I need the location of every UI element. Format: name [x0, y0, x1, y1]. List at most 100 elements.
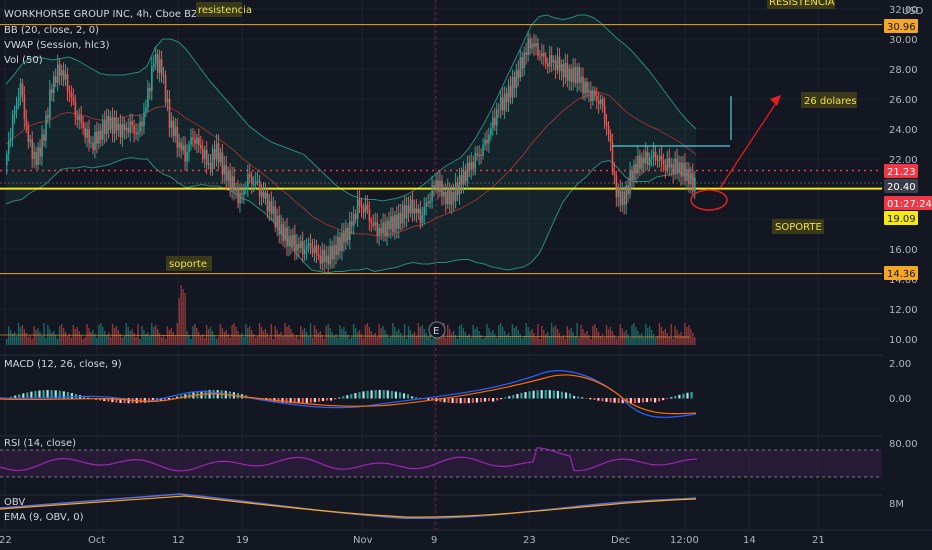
time-axis[interactable]: 22 Oct 12 19 Nov 9 23 Dec 12:00 14 21 — [0, 529, 932, 550]
candle-body — [615, 175, 618, 198]
candle-body — [327, 255, 330, 265]
candle-body — [421, 215, 424, 223]
volume-bar — [341, 329, 343, 345]
volume-bar — [511, 324, 514, 345]
macd-tick-label: 0.00 — [889, 394, 911, 405]
macd-hist-bar — [682, 393, 685, 399]
candle-body — [47, 115, 49, 119]
volume-bar — [637, 331, 639, 345]
volume-bar — [245, 324, 247, 345]
candle-body — [141, 121, 143, 127]
macd-hist-bar — [649, 398, 653, 402]
drawings[interactable] — [612, 95, 781, 211]
volume-bar — [82, 339, 84, 345]
candle-body — [507, 85, 510, 103]
candle-body — [619, 187, 622, 206]
legend-ema[interactable]: EMA (9, OBV, 0) — [4, 512, 84, 523]
macd-hist-bar — [419, 397, 422, 399]
volume-bar — [217, 337, 220, 345]
candle-body — [550, 55, 553, 63]
volume-bar — [262, 331, 265, 345]
legend-vwap[interactable]: VWAP (Session, hlc3) — [4, 40, 110, 51]
volume-bar — [364, 325, 367, 345]
volume-bar — [111, 324, 114, 345]
candle-body — [335, 244, 337, 256]
macd-pane — [0, 370, 697, 418]
price-axis[interactable]: 10.0012.0014.0016.0018.0020.0022.0024.00… — [882, 0, 932, 530]
volume-bar — [194, 324, 196, 345]
candle-body — [409, 199, 412, 214]
volume-bar — [537, 324, 539, 345]
legend-vol[interactable]: Vol (50) — [4, 55, 43, 66]
volume-bar — [466, 336, 469, 345]
volume-bar — [654, 338, 657, 345]
macd-hist-bar — [613, 398, 616, 403]
volume-bar — [211, 331, 214, 345]
annotation-target[interactable]: 26 dolares — [804, 96, 857, 107]
candle-body — [49, 89, 51, 119]
volume-bar — [213, 335, 216, 345]
volume-bar — [60, 324, 63, 345]
candle-body — [609, 133, 612, 143]
volume-bar — [533, 333, 535, 345]
candle-body — [205, 149, 208, 165]
macd-hist-bar — [516, 393, 519, 399]
candle-body — [39, 147, 41, 157]
candle-body — [470, 162, 473, 170]
volume-bar — [64, 332, 67, 345]
horizontal-levels[interactable] — [0, 24, 882, 275]
volume-bar — [231, 325, 233, 345]
volume-bar — [11, 334, 14, 345]
candle-body — [407, 205, 410, 214]
earnings-marker[interactable] — [428, 321, 446, 339]
legend-macd[interactable]: MACD (12, 26, close, 9) — [4, 359, 122, 370]
volume-bar — [268, 337, 271, 345]
candle-body — [635, 164, 637, 174]
candle-body — [119, 123, 122, 138]
candle-body — [235, 188, 237, 191]
volume-bar — [386, 334, 388, 345]
annotation-soporte-left[interactable]: soporte — [169, 259, 207, 270]
volume-bar — [464, 332, 467, 345]
macd-hist-bar — [536, 390, 539, 399]
volume-bar — [456, 339, 459, 345]
volume-bar — [327, 324, 329, 345]
macd-hist-bar — [556, 390, 559, 399]
annotation-resistencia-left[interactable]: resistencia — [198, 5, 252, 16]
candle-body — [184, 145, 186, 162]
candle-body — [597, 100, 600, 105]
macd-hist-bar — [524, 392, 527, 399]
legend-obv[interactable]: OBV — [4, 497, 25, 508]
volume-bar — [84, 337, 86, 345]
price-tick-label: 14.00 — [889, 275, 918, 286]
volume-bar — [525, 323, 527, 345]
volume-bar — [599, 336, 602, 345]
candle-body — [194, 139, 196, 144]
candle-body — [325, 255, 328, 263]
volume-bar — [392, 323, 394, 345]
candle-body — [590, 90, 592, 101]
candle-body — [521, 57, 524, 69]
legend-bb[interactable]: BB (20, close, 2, 0) — [4, 25, 99, 36]
volume-bar — [580, 325, 582, 345]
candle-body — [605, 122, 608, 126]
volume-bar — [672, 339, 674, 345]
volume-bar — [470, 338, 472, 345]
candle-body — [362, 207, 365, 213]
volume-bar — [13, 332, 16, 345]
volume-bar — [241, 333, 243, 345]
annotation-resistencia-right[interactable]: RESISTENCIA — [769, 0, 835, 8]
price-tag-label: 30.96 — [887, 22, 916, 33]
candle-body — [145, 107, 147, 113]
candles — [6, 30, 696, 273]
candle-body — [245, 189, 247, 191]
annotation-soporte-right[interactable]: SOPORTE — [775, 222, 822, 233]
price-tag-bg — [884, 196, 932, 210]
macd-hist-bar — [508, 396, 511, 399]
macd-hist-bar — [382, 390, 385, 399]
candle-body — [309, 243, 312, 249]
volume-bar — [272, 339, 274, 345]
legend-rsi[interactable]: RSI (14, close) — [4, 438, 76, 449]
volume-bar — [507, 333, 510, 345]
